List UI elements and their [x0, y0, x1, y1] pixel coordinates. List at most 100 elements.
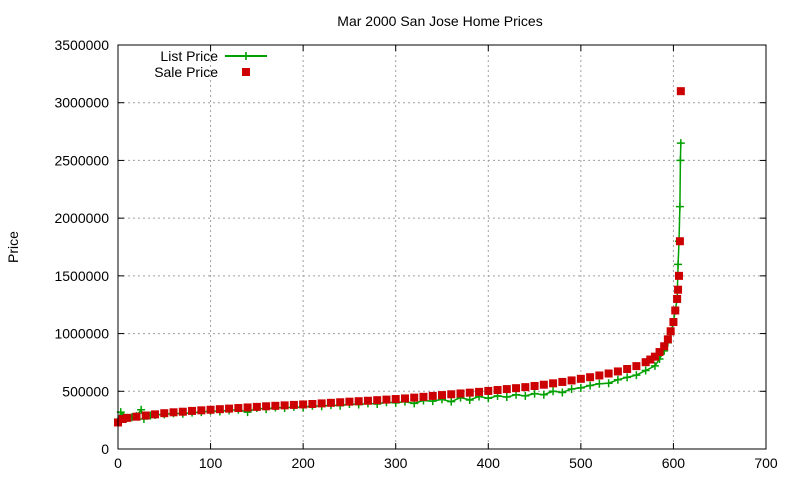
sale-price-point: [391, 395, 400, 404]
sale-price-point: [666, 327, 675, 336]
x-tick-label: 200: [291, 455, 315, 471]
list-price-point: [632, 371, 641, 380]
sale-price-point: [674, 271, 683, 280]
sale-price-point: [132, 412, 141, 421]
sale-price-point: [567, 376, 576, 385]
sale-price-point: [400, 394, 409, 403]
sale-price-point: [419, 392, 428, 401]
sale-price-point: [280, 401, 289, 410]
x-tick-label: 400: [477, 455, 501, 471]
sale-price-point: [141, 411, 150, 420]
sale-price-point: [299, 400, 308, 409]
sale-price-point: [354, 397, 363, 406]
list-price-point: [549, 387, 558, 396]
sale-price-point: [317, 399, 326, 408]
y-tick-label: 1000000: [54, 326, 109, 342]
y-tick-label: 500000: [62, 383, 109, 399]
sale-price-point: [271, 401, 280, 410]
y-tick-label: 3500000: [54, 37, 109, 53]
sale-price-point: [650, 352, 659, 361]
list-price-point: [650, 361, 659, 370]
y-tick-label: 2500000: [54, 152, 109, 168]
sale-price-point: [641, 358, 650, 367]
list-price-point: [447, 397, 456, 406]
list-price-point: [484, 394, 493, 403]
sale-price-point: [160, 409, 169, 418]
sale-price-point: [373, 396, 382, 405]
list-price-point: [676, 139, 685, 148]
sale-price-point: [188, 406, 197, 415]
plot-frame: [117, 44, 767, 450]
sale-price-point: [197, 406, 206, 415]
y-tick-label: 3000000: [54, 95, 109, 111]
sale-price-point: [613, 367, 622, 376]
list-price-point: [465, 395, 474, 404]
grid: [118, 45, 766, 449]
sale-price-point: [604, 369, 613, 378]
list-price-point: [595, 379, 604, 388]
list-price-point: [502, 393, 511, 402]
sale-price-point: [671, 306, 680, 315]
sale-price-point: [206, 405, 215, 414]
sale-price-point: [178, 407, 187, 416]
sale-price-point: [484, 386, 493, 395]
sale-price-point: [676, 87, 685, 96]
sale-price-point: [289, 400, 298, 409]
sale-price-point: [382, 395, 391, 404]
list-price-point: [586, 381, 595, 390]
sale-price-point: [675, 237, 684, 246]
sale-price-point: [345, 397, 354, 406]
x-tick-label: 700: [754, 455, 778, 471]
list-price-point: [676, 156, 685, 165]
sale-price-point: [326, 398, 335, 407]
sale-price-point: [549, 379, 558, 388]
sale-price-point: [410, 393, 419, 402]
sale-price-point: [225, 404, 234, 413]
list-price-point: [558, 388, 567, 397]
sale-price-point: [428, 391, 437, 400]
sale-price-point: [530, 381, 539, 390]
sale-price-point: [512, 384, 521, 393]
list-price-point: [137, 405, 146, 414]
legend-marker-sale-price: [242, 68, 250, 76]
sale-price-point: [673, 294, 682, 303]
sale-price-point: [151, 410, 160, 419]
sale-price-point: [363, 396, 372, 405]
sale-price-point: [539, 380, 548, 389]
sale-price-point: [465, 388, 474, 397]
sale-price-point: [586, 373, 595, 382]
axes: 0 100 200 300 400 500 600 700 0 500000 1000000 1500…: [54, 37, 777, 471]
list-price-point: [567, 384, 576, 393]
sale-price-point: [669, 318, 678, 327]
list-price-point: [623, 373, 632, 382]
list-price-line: [117, 143, 682, 422]
list-price-point: [521, 391, 530, 400]
sale-price-point: [447, 390, 456, 399]
list-price-point: [641, 366, 650, 375]
sale-price-point: [475, 387, 484, 396]
x-tick-label: 100: [199, 455, 223, 471]
y-tick-label: 2000000: [54, 210, 109, 226]
sale-price-point: [262, 402, 271, 411]
legend-label-sale-price: Sale Price: [154, 64, 218, 80]
list-price-point: [539, 390, 548, 399]
sale-price-point: [632, 362, 641, 371]
sale-price-point: [123, 413, 132, 422]
sale-price-point: [215, 405, 224, 414]
list-price-point: [576, 383, 585, 392]
sale-price-point: [623, 365, 632, 374]
sale-price-point: [655, 348, 664, 357]
legend-marker-list-price: [242, 52, 250, 60]
sale-price-point: [438, 391, 446, 400]
sale-price-point: [646, 355, 655, 364]
list-price-point: [604, 379, 613, 388]
list-price-point: [675, 202, 684, 211]
y-axis-label: Price: [5, 231, 21, 263]
sale-price-point: [243, 403, 252, 412]
legend: List Price Sale Price: [154, 48, 267, 80]
list-price-point: [613, 375, 622, 384]
sale-price-point: [336, 398, 345, 407]
list-price-point: [530, 389, 539, 398]
sale-price-point: [595, 371, 604, 380]
